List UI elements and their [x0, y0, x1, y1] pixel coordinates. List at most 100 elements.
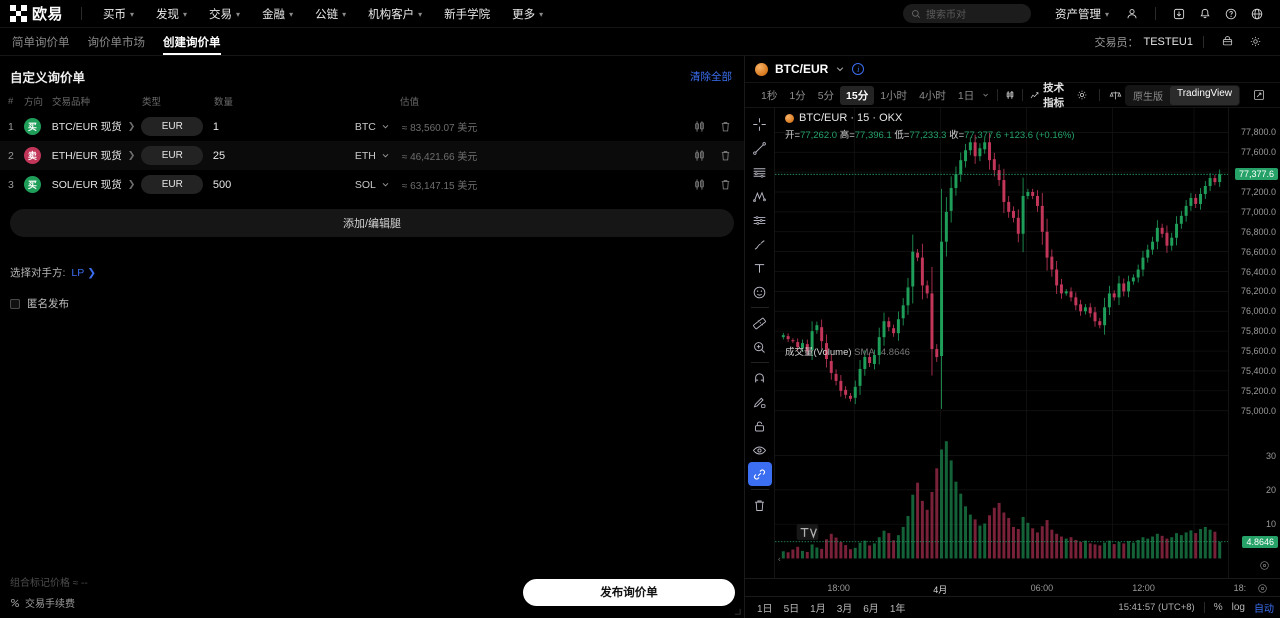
quantity-unit-selector[interactable]: SOL [355, 179, 390, 191]
trendline-tool[interactable] [748, 136, 772, 160]
text-tool[interactable] [748, 256, 772, 280]
tab-create-rfq[interactable]: 创建询价单 [163, 28, 221, 55]
user-account-button[interactable] [1119, 3, 1145, 25]
timeframe-4h[interactable]: 4小时 [919, 89, 946, 102]
range-1y[interactable]: 1年 [889, 604, 906, 615]
price-axis-settings-button[interactable] [1259, 558, 1270, 576]
crosshair-tool[interactable] [748, 112, 772, 136]
nav-item-trade[interactable]: 交易 ▾ [198, 6, 251, 22]
delete-row-icon[interactable] [719, 149, 732, 162]
download-app-button[interactable] [1166, 3, 1192, 25]
magnet-tool[interactable] [748, 366, 772, 390]
row-symbol-selector[interactable]: SOL/EUR 现货 ❯ [52, 177, 142, 192]
range-5d[interactable]: 5日 [783, 604, 800, 615]
link-tool[interactable] [747, 462, 772, 486]
chart-type-icon[interactable] [1005, 88, 1015, 102]
brush-tool[interactable] [748, 232, 772, 256]
price-axis[interactable]: 77,800.077,600.077,400.077,200.077,000.0… [1228, 108, 1280, 578]
quantity-unit-selector[interactable]: BTC [355, 121, 390, 133]
range-3m[interactable]: 3月 [836, 604, 853, 615]
chart-plot: ‹ [775, 108, 1228, 564]
info-icon[interactable]: i [852, 63, 865, 75]
row-type: EUR [141, 175, 213, 194]
pencil-lock-tool[interactable] [748, 390, 772, 414]
ruler-tool[interactable] [748, 311, 772, 335]
candlestick-icon[interactable] [693, 149, 706, 162]
language-button[interactable] [1244, 3, 1270, 25]
add-edit-leg-button[interactable]: 添加/编辑腿 [10, 209, 734, 237]
compare-button[interactable] [1106, 84, 1125, 106]
notifications-button[interactable] [1192, 3, 1218, 25]
view-native[interactable]: 原生版 [1132, 91, 1163, 103]
nav-item-buy-crypto[interactable]: 买币 ▾ [92, 6, 145, 22]
type-pill-eur[interactable]: EUR [141, 175, 204, 194]
timeframe-1h[interactable]: 1小时 [880, 89, 908, 102]
timeframe-15m[interactable]: 15分 [840, 85, 875, 105]
time-axis-settings-button[interactable] [1257, 581, 1268, 599]
candlestick-icon[interactable] [693, 178, 706, 191]
chart-settings-button[interactable] [1073, 84, 1092, 106]
search-input[interactable]: 搜索币对 [902, 4, 1031, 23]
indicators-label[interactable]: 技术指标 [1043, 82, 1065, 109]
anonymous-checkbox[interactable] [10, 298, 20, 309]
delete-row-icon[interactable] [719, 120, 732, 133]
unit-label: BTC [354, 120, 376, 133]
tab-rfq-market[interactable]: 询价单市场 [88, 28, 146, 55]
row-side[interactable]: 买 [23, 118, 52, 135]
timeframe-5m[interactable]: 5分 [817, 89, 835, 102]
emoji-tool[interactable] [748, 280, 772, 304]
counterparty-value[interactable]: LP ❯ [71, 267, 96, 279]
tab-simple-rfq[interactable]: 简单询价单 [12, 28, 70, 55]
row-side[interactable]: 买 [23, 176, 52, 193]
settings-button[interactable] [1242, 31, 1268, 53]
help-button[interactable] [1218, 3, 1244, 25]
layout-reset-button[interactable] [1214, 31, 1240, 53]
scale-auto-button[interactable]: 自动 [1254, 604, 1274, 615]
view-tradingview[interactable]: TradingView [1169, 85, 1240, 105]
nav-item-discover[interactable]: 发现 ▾ [145, 6, 198, 22]
type-pill-eur[interactable]: EUR [141, 146, 204, 165]
type-pill-eur[interactable]: EUR [141, 117, 204, 136]
delete-row-icon[interactable] [719, 178, 732, 191]
range-1d[interactable]: 1日 [757, 604, 773, 615]
row-symbol-selector[interactable]: ETH/EUR 现货 ❯ [52, 148, 142, 163]
row-side[interactable]: 卖 [23, 147, 52, 164]
quantity-unit-selector[interactable]: ETH [355, 150, 390, 162]
fib-pattern-tool[interactable] [748, 184, 772, 208]
quantity-input[interactable] [212, 116, 355, 137]
range-6m[interactable]: 6月 [863, 604, 879, 615]
scale-percent-button[interactable]: % [1213, 602, 1223, 613]
long-position-tool[interactable] [748, 208, 772, 232]
zoom-tool[interactable] [748, 335, 772, 359]
nav-item-chain[interactable]: 公链 ▾ [304, 6, 357, 22]
range-1m[interactable]: 1月 [810, 604, 826, 615]
timeframe-1m[interactable]: 1分 [789, 89, 806, 102]
resize-grip-icon[interactable] [734, 608, 741, 615]
scale-log-button[interactable]: log [1231, 602, 1245, 613]
lock-tool[interactable] [748, 414, 772, 438]
time-axis[interactable]: 18:00 4月 06:00 12:00 18: [745, 578, 1280, 596]
chevron-down-icon [382, 182, 389, 187]
row-symbol-selector[interactable]: BTC/EUR 现货 ❯ [52, 119, 142, 134]
clear-all-button[interactable]: 清除全部 [690, 70, 732, 83]
eye-tool[interactable] [748, 438, 772, 462]
remove-drawings-tool[interactable] [748, 493, 772, 517]
timeframe-1d[interactable]: 1日 [957, 89, 975, 102]
nav-item-academy[interactable]: 新手学院 [433, 6, 501, 22]
nav-item-more[interactable]: 更多 ▾ [501, 6, 554, 22]
chevron-down-icon[interactable] [835, 64, 845, 74]
fullscreen-button[interactable] [1246, 84, 1272, 106]
okx-logo[interactable]: 欧易 [10, 3, 63, 24]
nav-item-institutional[interactable]: 机构客户 ▾ [357, 6, 433, 22]
quantity-input[interactable] [212, 145, 355, 166]
quantity-input[interactable] [212, 174, 355, 195]
nav-item-finance[interactable]: 金融 ▾ [251, 6, 304, 22]
chevron-down-icon[interactable] [982, 90, 989, 100]
candlestick-icon[interactable] [693, 120, 706, 133]
horizontal-lines-tool[interactable] [748, 160, 772, 184]
publish-rfq-button[interactable]: 发布询价单 [523, 578, 735, 606]
asset-management-menu[interactable]: 资产管理 ▾ [1045, 6, 1119, 22]
timeframe-1s[interactable]: 1秒 [761, 89, 778, 102]
chart-canvas[interactable]: BTC/EUR · 15 · OKX 开=77,262.0 高=77,396.1… [775, 108, 1228, 578]
indicators-icon[interactable] [1030, 89, 1039, 102]
